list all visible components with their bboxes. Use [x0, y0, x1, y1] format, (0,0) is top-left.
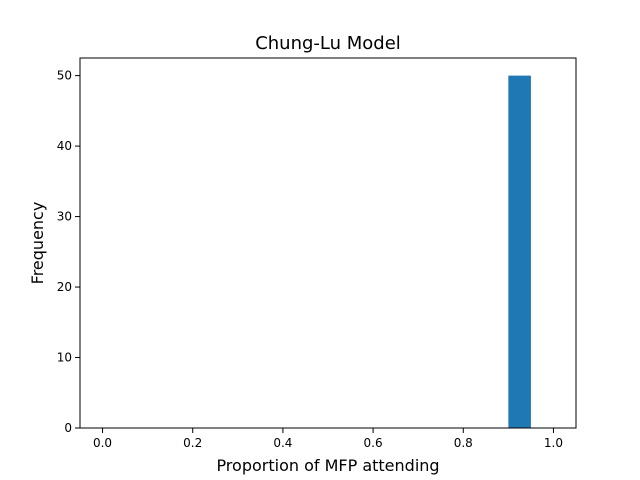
x-tick-label: 0.2 — [183, 436, 202, 450]
bars-group — [508, 75, 531, 428]
y-tick-label: 50 — [57, 69, 72, 83]
y-axis: 0 10 20 30 40 50 — [57, 69, 80, 435]
y-tick-label: 30 — [57, 210, 72, 224]
y-axis-label: Frequency — [28, 202, 47, 285]
x-axis: 0.0 0.2 0.4 0.6 0.8 1.0 — [93, 428, 563, 450]
x-tick-label: 0.0 — [93, 436, 112, 450]
chart-title: Chung-Lu Model — [255, 33, 401, 54]
histogram-bar-0 — [508, 75, 531, 428]
x-tick-label: 0.6 — [364, 436, 383, 450]
y-tick-label: 40 — [57, 139, 72, 153]
x-tick-label: 0.4 — [273, 436, 292, 450]
y-tick-label: 20 — [57, 280, 72, 294]
x-axis-label: Proportion of MFP attending — [216, 456, 439, 475]
y-tick-label: 0 — [64, 421, 72, 435]
plot-frame — [79, 57, 577, 429]
y-tick-label: 10 — [57, 351, 72, 365]
x-tick-label: 0.8 — [454, 436, 473, 450]
x-tick-label: 1.0 — [544, 436, 563, 450]
